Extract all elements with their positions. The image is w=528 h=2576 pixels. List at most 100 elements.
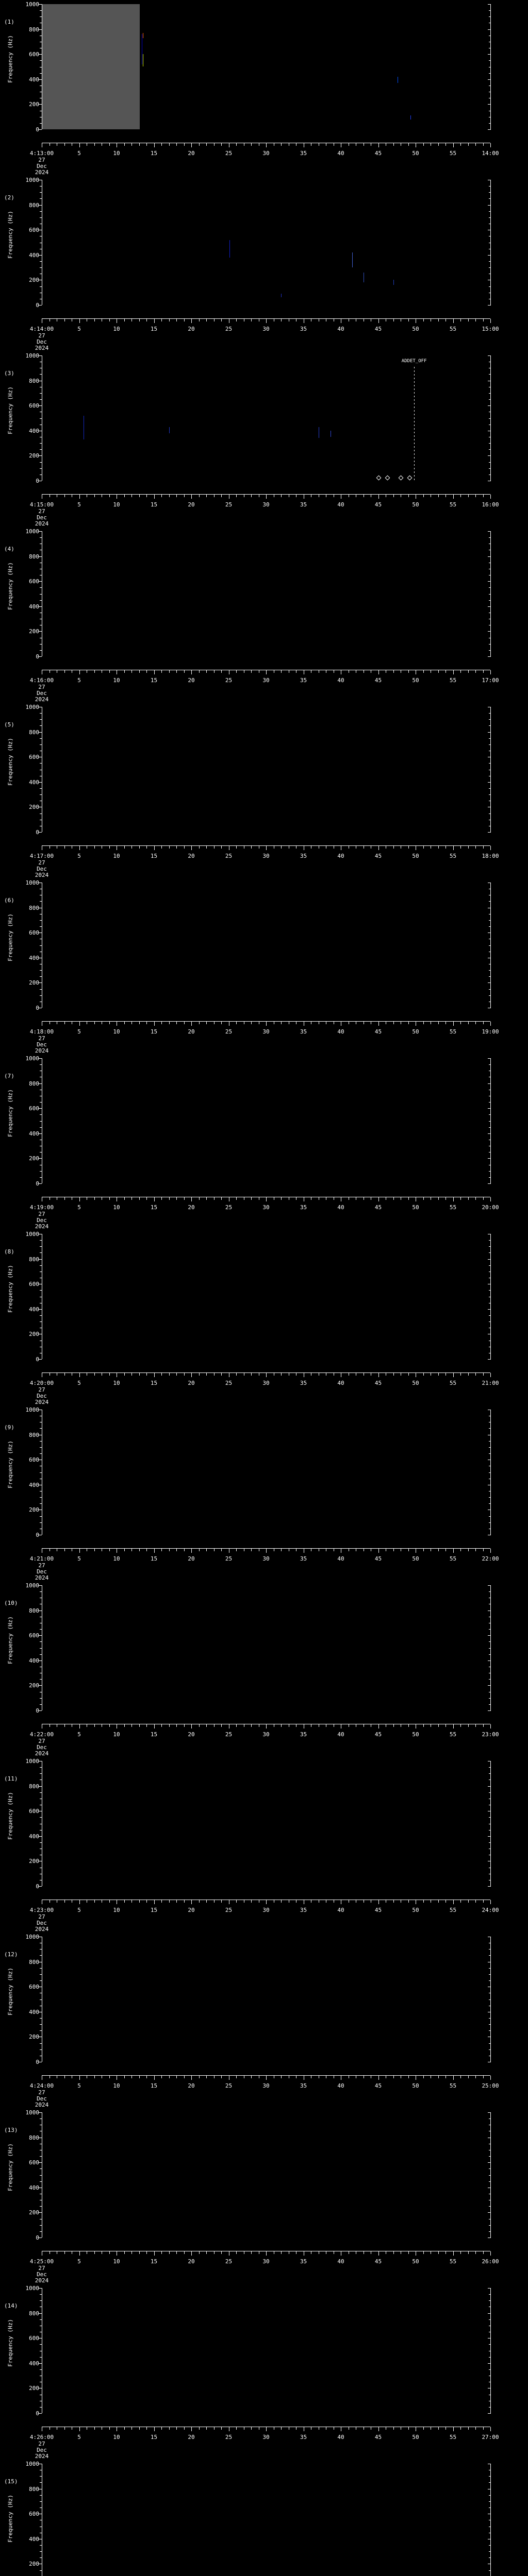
panel-index-label: (12): [4, 1951, 18, 1958]
y-tick: [39, 1083, 42, 1084]
date-line: 27: [38, 1211, 45, 1217]
spectrogram-panel[interactable]: 0 200 400 600 800 1000 Frequency (Hz) (1) 4:13:0…: [0, 0, 528, 176]
date-stack: 27 Dec 2024: [26, 1738, 57, 1757]
panel-index-label: (1): [4, 19, 14, 25]
y-tick: [39, 405, 42, 406]
x-tick: [438, 1022, 439, 1024]
x-tick: [206, 495, 207, 497]
plot-area[interactable]: [42, 1937, 490, 2062]
x-tick: [236, 1549, 237, 1551]
plot-area[interactable]: [42, 2288, 490, 2413]
plot-area[interactable]: [42, 1234, 490, 1359]
y-tick-label: 600: [29, 51, 39, 58]
y-tick-right: [488, 832, 491, 833]
y-tick-right: [489, 2231, 491, 2232]
x-tick: [281, 2427, 282, 2430]
spectrogram-panel[interactable]: 0 200 400 600 800 1000 Frequency (Hz) (4) 4:16:0…: [0, 527, 528, 703]
spectrogram-panel[interactable]: 0 200 400 600 800 1000 Frequency (Hz) (13) 4:25:…: [0, 2108, 528, 2284]
x-tick: [453, 1549, 454, 1553]
x-tick: [490, 1549, 491, 1553]
spectrogram-panel[interactable]: 0 200 400 600 800 1000 Frequency (Hz) (2) 4:14:0…: [0, 176, 528, 351]
x-tick: [438, 846, 439, 849]
date-line: Dec: [37, 1744, 47, 1751]
x-tick-label: 16:00: [482, 501, 499, 508]
x-tick: [161, 319, 162, 321]
plot-area[interactable]: [42, 4, 490, 129]
x-tick: [176, 2076, 177, 2078]
y-tick-label: 400: [29, 1130, 39, 1137]
date-stack: 27 Dec 2024: [26, 2090, 57, 2108]
x-tick: [146, 143, 147, 146]
plot-area[interactable]: [42, 180, 490, 305]
spectrogram-panel[interactable]: 0 200 400 600 800 1000 Frequency (Hz) (14) 4:26:…: [0, 2284, 528, 2460]
x-tick: [184, 143, 185, 146]
x-tick: [191, 495, 192, 499]
x-tick: [423, 319, 424, 321]
y-tick: [40, 920, 42, 921]
x-tick: [221, 846, 222, 849]
x-tick: [281, 1724, 282, 1727]
event-marker[interactable]: [376, 475, 381, 481]
spectrogram-panel[interactable]: 0 200 400 600 800 1000 Frequency (Hz) (11) 4:23:…: [0, 1757, 528, 1933]
plot-area[interactable]: [42, 531, 490, 656]
x-tick-label: 55: [449, 1907, 457, 1913]
y-tick-right: [488, 732, 491, 733]
spectrogram-panel[interactable]: 0 200 400 600 800 1000 Frequency (Hz) (7) 4:19:0…: [0, 1054, 528, 1230]
y-tick: [40, 73, 42, 74]
y-tick: [40, 1121, 42, 1122]
event-vline: [414, 367, 415, 481]
x-tick: [393, 2251, 394, 2254]
event-marker[interactable]: [407, 475, 412, 481]
plot-area[interactable]: [42, 2464, 490, 2576]
x-tick: [131, 319, 132, 321]
plot-area[interactable]: [42, 707, 490, 832]
spectrogram-panel[interactable]: 0 200 400 600 800 1000 Frequency (Hz) (8) 4:20:0…: [0, 1230, 528, 1405]
x-tick: [438, 2076, 439, 2078]
date-line: 2024: [35, 1926, 49, 1933]
spectrogram-panel[interactable]: 0 200 400 600 800 1000 Frequency (Hz) (12) 4:24:…: [0, 1933, 528, 2108]
event-marker[interactable]: [398, 475, 404, 481]
y-tick-right: [489, 1447, 491, 1448]
y-tick: [40, 2181, 42, 2182]
y-tick-right: [488, 1635, 491, 1636]
x-tick: [378, 495, 379, 499]
y-tick: [40, 2507, 42, 2509]
y-tick-right: [488, 531, 491, 532]
date-line: Dec: [37, 1041, 47, 1048]
plot-area[interactable]: [42, 1761, 490, 1886]
y-tick-right: [489, 1121, 491, 1122]
x-tick-label: 24:00: [482, 1907, 499, 1913]
y-tick: [40, 643, 42, 645]
plot-area[interactable]: [42, 1058, 490, 1183]
x-tick: [199, 1022, 200, 1024]
x-tick: [475, 319, 476, 321]
plot-area[interactable]: [42, 1410, 490, 1535]
spectrogram-panel[interactable]: 0 200 400 600 800 1000 Frequency (Hz) (6) 4:18:0…: [0, 878, 528, 1054]
spectrogram-panel[interactable]: 0 200 400 600 800 1000 Frequency (Hz) (5) 4:17:0…: [0, 703, 528, 878]
x-tick-label: 4:24:00: [29, 2082, 54, 2089]
spectrogram-panel[interactable]: ADDET_OFF 0 200 400 600 800 1000 Frequency (Hz)…: [0, 351, 528, 527]
plot-area[interactable]: [42, 883, 490, 1008]
plot-area[interactable]: [42, 355, 490, 481]
x-tick: [468, 1197, 469, 1200]
plot-area[interactable]: [42, 1585, 490, 1710]
spectral-trace: [352, 252, 353, 268]
x-tick: [408, 1197, 409, 1200]
x-tick: [176, 1900, 177, 1903]
x-tick-label: 25:00: [482, 2082, 499, 2089]
spectrogram-panel[interactable]: 0 200 400 600 800 1000 Frequency (Hz) (9) 4:21:0…: [0, 1405, 528, 1581]
plot-area[interactable]: [42, 2112, 490, 2238]
y-axis-title: Frequency (Hz): [7, 1265, 14, 1313]
x-tick: [408, 143, 409, 146]
event-marker[interactable]: [385, 475, 390, 481]
y-tick: [40, 1472, 42, 1473]
y-tick-right: [489, 462, 491, 463]
x-tick: [131, 2251, 132, 2254]
spectrogram-panel[interactable]: 0 200 400 600 800 1000 Frequency (Hz) (10) 4:22:…: [0, 1581, 528, 1757]
x-tick-label: 35: [300, 1380, 307, 1386]
x-tick: [146, 495, 147, 497]
y-tick: [40, 2018, 42, 2019]
x-tick: [124, 1549, 125, 1551]
x-tick-label: 50: [412, 1907, 419, 1913]
